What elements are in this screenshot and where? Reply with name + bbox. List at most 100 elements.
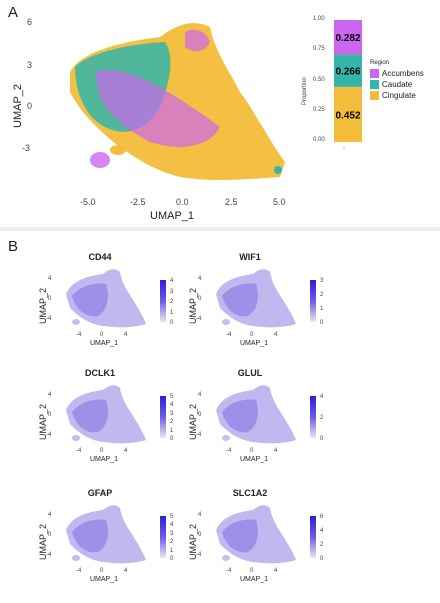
- umap-expression: [66, 385, 146, 444]
- xtick-right: 4: [124, 332, 128, 338]
- a-xtick-0: 0.0: [176, 197, 189, 207]
- expression-high: [222, 519, 258, 553]
- xlabel: UMAP_1: [90, 576, 119, 583]
- colorbar-tick: 5: [170, 394, 174, 400]
- colorbar-tick: 1: [170, 547, 174, 554]
- expression-high: [222, 399, 258, 433]
- bar-label-cingulate: 0.452: [335, 110, 360, 121]
- colorbar-tick: 2: [320, 415, 324, 421]
- xtick-right: 4: [124, 568, 128, 574]
- bar-segment-accumbens: [334, 20, 362, 55]
- legend-cingulate: Cingulate: [382, 91, 416, 100]
- colorbar-tick: 1: [320, 306, 324, 312]
- a-ytick-0: 0: [27, 101, 33, 111]
- colorbar-tick: 0: [170, 320, 174, 326]
- colorbar-tick: 2: [320, 542, 324, 548]
- bar-ytick-25: 0.25: [313, 107, 325, 113]
- ytick-mid: 0: [48, 532, 52, 538]
- bar-segment-cingulate: [334, 86, 362, 142]
- colorbar-tick: 4: [320, 528, 324, 534]
- xlabel: UMAP_1: [240, 456, 269, 463]
- gene-title: GFAP: [87, 488, 113, 498]
- feature-plot-slc1a2: SLC1A2 4 0 -4 -4 0 4 UMAP_1 UMAP_2 6 4 2 0: [188, 488, 340, 598]
- ytick-top: 4: [48, 512, 52, 518]
- panel-divider: [0, 227, 440, 231]
- ylabel: UMAP_2: [38, 287, 48, 324]
- colorbar-tick: 3: [170, 288, 174, 295]
- umap-expression: [216, 269, 296, 328]
- colorbar-tick: 6: [320, 514, 324, 520]
- ytick-top: 4: [198, 392, 202, 398]
- legend-accumbens: Accumbens: [382, 69, 424, 78]
- ytick-mid: 0: [198, 296, 202, 302]
- ytick-top: 4: [198, 276, 202, 282]
- ytick-top: 4: [198, 512, 202, 518]
- gene-title: CD44: [88, 252, 112, 262]
- a-xtick-5: 5.0: [273, 197, 286, 207]
- ytick-bottom: -4: [46, 552, 52, 558]
- colorbar-tick: 2: [170, 299, 174, 305]
- ylabel: UMAP_2: [38, 523, 48, 560]
- colorbar-tick: 4: [320, 394, 324, 400]
- bar-xtick: -: [343, 146, 345, 152]
- region-proportion-bar: 0.452 0.266 0.282: [334, 20, 362, 142]
- xlabel: UMAP_1: [240, 340, 269, 347]
- colorbar: [160, 280, 166, 322]
- a-ytick-3: 3: [27, 60, 33, 70]
- legend-swatch-caudate: [370, 80, 379, 89]
- umap-expression: [66, 505, 146, 564]
- legend-title: Region: [370, 60, 390, 66]
- colorbar-tick: 3: [170, 530, 174, 537]
- bar-ytick-0: 0.00: [313, 137, 325, 143]
- colorbar: [160, 516, 166, 558]
- cluster-small-mid: [110, 145, 126, 155]
- xtick-left: -4: [76, 568, 82, 574]
- bar-label-caudate: 0.266: [335, 67, 360, 78]
- xlabel: UMAP_1: [90, 340, 119, 347]
- panel-a-letter: A: [8, 4, 19, 21]
- colorbar: [310, 280, 316, 322]
- colorbar-tick: 2: [170, 539, 174, 546]
- ytick-top: 4: [48, 392, 52, 398]
- bar-label-accumbens: 0.282: [335, 33, 360, 44]
- a-ytick-6: 6: [27, 17, 33, 27]
- ytick-bottom: -4: [196, 316, 202, 322]
- gene-title: DCLK1: [84, 368, 115, 378]
- colorbar: [310, 396, 316, 438]
- gene-title: GLUL: [237, 368, 263, 378]
- bar-ytick-100: 1.00: [313, 16, 325, 22]
- umap-expression: [216, 505, 296, 564]
- umap-scatter-region: [70, 23, 285, 181]
- panel-b-letter: B: [8, 238, 19, 255]
- expression-low-spot: [72, 555, 80, 561]
- xtick-right: 4: [124, 448, 128, 454]
- ytick-bottom: -4: [46, 432, 52, 438]
- gene-title: WIF1: [239, 252, 261, 262]
- a-ylabel: UMAP_2: [12, 83, 24, 128]
- xtick-mid: 0: [250, 448, 254, 454]
- xlabel: UMAP_1: [90, 456, 119, 463]
- ytick-mid: 0: [48, 412, 52, 418]
- expression-low-spot: [222, 319, 230, 325]
- bar-ytick-50: 0.50: [313, 77, 325, 83]
- cluster-small-bottom: [90, 152, 110, 168]
- ylabel: UMAP_2: [188, 287, 198, 324]
- xtick-mid: 0: [100, 448, 104, 454]
- xtick-right: 4: [274, 568, 278, 574]
- feature-plot-glul: GLUL 4 0 -4 -4 0 4 UMAP_1 UMAP_2 4 2 0: [188, 368, 340, 478]
- expression-low-spot: [222, 435, 230, 441]
- feature-plot-cd44: CD44 4 0 -4 -4 0 4 UMAP_1 UMAP_2 4 3 2 1 0: [38, 252, 190, 362]
- ytick-top: 4: [48, 276, 52, 282]
- colorbar: [160, 396, 166, 438]
- gene-title: SLC1A2: [232, 488, 268, 498]
- xtick-left: -4: [226, 332, 232, 338]
- colorbar-tick: 3: [320, 278, 324, 284]
- expression-high: [72, 283, 108, 317]
- ylabel: UMAP_2: [188, 403, 198, 440]
- a-xtick-m5: -5.0: [80, 197, 96, 207]
- ytick-bottom: -4: [196, 432, 202, 438]
- colorbar-tick: 4: [170, 402, 174, 409]
- ytick-bottom: -4: [46, 316, 52, 322]
